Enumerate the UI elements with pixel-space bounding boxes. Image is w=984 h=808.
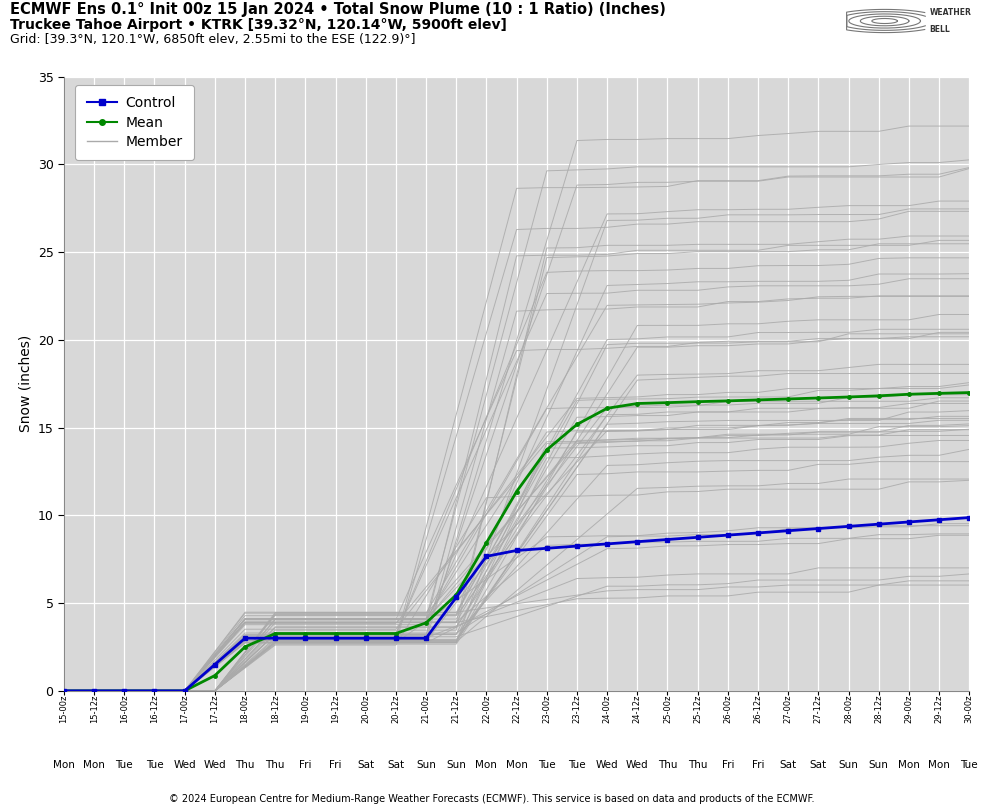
Text: Sat: Sat	[388, 760, 404, 769]
Text: Wed: Wed	[596, 760, 618, 769]
Text: 15-12z: 15-12z	[90, 695, 98, 723]
Text: Tue: Tue	[538, 760, 556, 769]
Y-axis label: Snow (inches): Snow (inches)	[18, 335, 32, 432]
Text: 24-12z: 24-12z	[633, 695, 642, 723]
Text: 21-12z: 21-12z	[452, 695, 461, 723]
Text: 16-12z: 16-12z	[150, 695, 159, 723]
Text: Tue: Tue	[960, 760, 978, 769]
Text: Mon: Mon	[898, 760, 920, 769]
Text: Fri: Fri	[752, 760, 765, 769]
Text: 23-12z: 23-12z	[573, 695, 582, 723]
Text: 24-00z: 24-00z	[602, 695, 612, 723]
Text: Sun: Sun	[869, 760, 889, 769]
Text: 28-00z: 28-00z	[844, 695, 853, 723]
Text: 25-12z: 25-12z	[693, 695, 703, 723]
Text: Sun: Sun	[838, 760, 858, 769]
Text: Thu: Thu	[266, 760, 285, 769]
Text: Wed: Wed	[173, 760, 196, 769]
Text: Grid: [39.3°N, 120.1°W, 6850ft elev, 2.55mi to the ESE (122.9)°]: Grid: [39.3°N, 120.1°W, 6850ft elev, 2.5…	[10, 33, 415, 46]
Text: WEATHER: WEATHER	[930, 8, 971, 17]
Text: Sun: Sun	[416, 760, 436, 769]
Text: 17-12z: 17-12z	[211, 695, 219, 723]
Text: 22-00z: 22-00z	[482, 695, 491, 723]
Text: Tue: Tue	[146, 760, 163, 769]
Text: 25-00z: 25-00z	[663, 695, 672, 723]
Text: 18-00z: 18-00z	[240, 695, 250, 723]
Text: 21-00z: 21-00z	[421, 695, 431, 723]
Text: 27-12z: 27-12z	[814, 695, 823, 723]
Text: BELL: BELL	[930, 25, 951, 34]
Text: 30-00z: 30-00z	[964, 695, 974, 723]
Text: Fri: Fri	[330, 760, 341, 769]
Text: Mon: Mon	[84, 760, 105, 769]
Text: Wed: Wed	[626, 760, 648, 769]
Text: 26-12z: 26-12z	[754, 695, 763, 723]
Text: 23-00z: 23-00z	[542, 695, 551, 723]
Text: Sat: Sat	[779, 760, 797, 769]
Text: Thu: Thu	[235, 760, 255, 769]
Text: Fri: Fri	[299, 760, 312, 769]
Text: 19-12z: 19-12z	[331, 695, 340, 723]
Text: ECMWF Ens 0.1° Init 00z 15 Jan 2024 • Total Snow Plume (10 : 1 Ratio) (Inches): ECMWF Ens 0.1° Init 00z 15 Jan 2024 • To…	[10, 2, 666, 17]
Text: Truckee Tahoe Airport • KTRK [39.32°N, 120.14°W, 5900ft elev]: Truckee Tahoe Airport • KTRK [39.32°N, 1…	[10, 18, 507, 32]
Text: 20-00z: 20-00z	[361, 695, 370, 723]
Text: Wed: Wed	[204, 760, 226, 769]
Text: Sun: Sun	[447, 760, 466, 769]
Text: Mon: Mon	[475, 760, 497, 769]
Text: Tue: Tue	[568, 760, 585, 769]
Text: Mon: Mon	[53, 760, 75, 769]
Text: 17-00z: 17-00z	[180, 695, 189, 723]
Text: Mon: Mon	[928, 760, 950, 769]
Text: 16-00z: 16-00z	[120, 695, 129, 723]
Text: 29-12z: 29-12z	[935, 695, 944, 723]
Text: Sat: Sat	[810, 760, 827, 769]
Text: 26-00z: 26-00z	[723, 695, 732, 723]
Text: Mon: Mon	[506, 760, 527, 769]
Text: Thu: Thu	[657, 760, 677, 769]
Text: 20-12z: 20-12z	[392, 695, 400, 723]
Legend: Control, Mean, Member: Control, Mean, Member	[76, 85, 194, 160]
Text: © 2024 European Centre for Medium-Range Weather Forecasts (ECMWF). This service : © 2024 European Centre for Medium-Range …	[169, 794, 815, 804]
Text: 15-00z: 15-00z	[59, 695, 69, 723]
Text: Fri: Fri	[721, 760, 734, 769]
Text: 19-00z: 19-00z	[301, 695, 310, 723]
Text: 28-12z: 28-12z	[874, 695, 884, 723]
Text: 22-12z: 22-12z	[512, 695, 522, 723]
Text: 29-00z: 29-00z	[904, 695, 913, 723]
Text: 27-00z: 27-00z	[783, 695, 793, 723]
Text: 18-12z: 18-12z	[271, 695, 279, 723]
Text: Tue: Tue	[115, 760, 133, 769]
Text: Sat: Sat	[357, 760, 374, 769]
Text: Thu: Thu	[688, 760, 707, 769]
